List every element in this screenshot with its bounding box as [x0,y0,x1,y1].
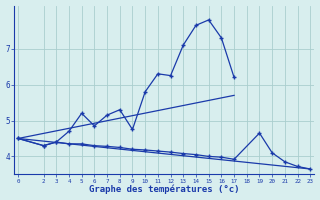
X-axis label: Graphe des températures (°c): Graphe des températures (°c) [89,185,239,194]
